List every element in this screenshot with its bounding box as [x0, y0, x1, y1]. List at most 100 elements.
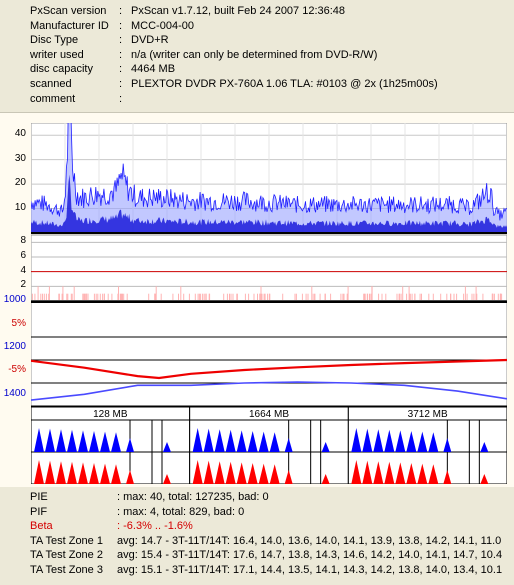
pif-bar — [223, 293, 225, 301]
ta-pit-peak — [480, 474, 489, 484]
pif-bar — [117, 293, 119, 301]
ta-pit-peak — [236, 462, 247, 484]
y-tick-label: -5% — [8, 364, 26, 375]
pie-series-line — [31, 123, 507, 221]
ta-pit-peak — [362, 460, 373, 484]
info-key: scanned — [30, 78, 72, 90]
pif-bar — [463, 293, 465, 301]
pif-bar — [126, 293, 128, 301]
ta-pit-peak — [321, 474, 330, 484]
pif-bar — [428, 293, 430, 301]
pif-bar — [82, 293, 84, 301]
summary-value: avg: 14.7 - 3T-11T/14T: 16.4, 14.0, 13.6… — [117, 534, 502, 547]
pif-bar — [205, 293, 207, 301]
pif-bar — [202, 293, 204, 301]
ta-pit-peak — [428, 464, 439, 484]
ta-land-peak — [45, 428, 55, 452]
pif-bar — [180, 286, 182, 301]
pif-bar — [200, 293, 202, 301]
pif-bar — [40, 293, 42, 301]
ta-pit-peak — [417, 463, 428, 484]
y-tick-label: 4 — [20, 264, 26, 276]
pif-bar — [381, 293, 383, 301]
pif-bar — [311, 286, 313, 301]
pif-bar — [464, 286, 466, 301]
pif-bar — [87, 293, 89, 301]
pif-bar — [400, 293, 402, 301]
pif-bar — [367, 293, 369, 301]
summary-key: TA Test Zone 3 — [30, 564, 103, 576]
pif-bar — [432, 293, 434, 301]
pif-bar — [45, 293, 47, 301]
summary-row: TA Test Zone 2 avg: 15.4 - 3T-11T/14T: 17… — [0, 548, 514, 562]
pif-bar — [107, 293, 109, 301]
ta-land-peak — [284, 438, 293, 452]
pif-bar — [194, 293, 196, 301]
pif-bar — [493, 293, 495, 301]
summary-row: TA Test Zone 1 avg: 14.7 - 3T-11T/14T: 16… — [0, 534, 514, 548]
ta-land-peak — [480, 442, 489, 452]
ta-pit-peak — [247, 463, 258, 484]
ta-land-peak — [100, 431, 110, 452]
pif-bar — [268, 293, 270, 301]
info-colon: : — [119, 78, 123, 90]
pif-bar — [67, 293, 69, 301]
pif-bar — [411, 293, 413, 301]
summary-value: avg: 15.4 - 3T-11T/14T: 17.6, 14.7, 13.8… — [117, 549, 503, 562]
pif-bar — [263, 293, 265, 301]
ta-land-peak — [163, 442, 171, 452]
pif-bar — [209, 293, 211, 301]
pif-bar — [70, 293, 72, 301]
pif-bar — [398, 293, 400, 301]
pif-bar — [314, 293, 316, 301]
ta-pit-peak — [89, 463, 99, 484]
ta-land-peak — [384, 429, 395, 452]
pif-bar — [85, 293, 87, 301]
pif-bar — [236, 293, 238, 301]
ta-pit-peak — [373, 461, 384, 484]
pif-bar — [346, 293, 348, 301]
info-key: writer used — [30, 48, 84, 61]
ta-land-peak — [321, 442, 330, 452]
y-tick-label: 20 — [14, 177, 26, 189]
ta-pit-peak — [56, 461, 66, 484]
pif-bar — [97, 293, 99, 301]
pif-bar — [188, 293, 190, 301]
ta-land-peak — [126, 438, 134, 452]
pif-bar — [324, 293, 326, 301]
ta-pit-peak — [67, 461, 77, 484]
pif-bar — [230, 293, 232, 301]
info-colon: : — [119, 92, 123, 105]
pif-bar — [370, 293, 372, 301]
info-value: DVD+R — [131, 34, 169, 47]
pif-bar — [301, 293, 303, 301]
pif-bar — [406, 293, 408, 301]
pif-bar — [95, 293, 97, 301]
info-colon: : — [119, 63, 123, 76]
pif-bar — [178, 293, 179, 301]
ta-pit-peak — [443, 470, 452, 484]
pif-bar — [111, 293, 113, 301]
y-tick-label: 1200 — [3, 341, 26, 352]
pif-bar — [267, 293, 269, 301]
info-key: PxScan version — [30, 5, 107, 17]
pif-bar — [58, 293, 60, 301]
pif-bar — [500, 293, 501, 301]
pif-bar — [155, 286, 157, 301]
pif-plot-area — [31, 234, 507, 302]
y-tick-label: 40 — [14, 128, 26, 140]
ta-zone-label: 1664 MB — [249, 409, 289, 420]
pif-bar — [347, 286, 349, 301]
pif-bar — [440, 293, 442, 301]
ta-land-peak — [417, 431, 428, 452]
pif-bar — [456, 293, 458, 301]
summary-row: Beta: -6.3% .. -1.6% — [0, 519, 514, 533]
ta-land-peak — [269, 432, 280, 452]
summary-key: Beta — [30, 520, 53, 533]
pif-bar — [497, 293, 499, 301]
pif-bar — [492, 293, 494, 301]
pif-bar — [66, 293, 68, 301]
pie-area-avg — [31, 174, 507, 233]
ta-pit-peak — [384, 461, 395, 484]
summary-value: : max: 40, total: 127235, bad: 0 — [117, 491, 269, 503]
